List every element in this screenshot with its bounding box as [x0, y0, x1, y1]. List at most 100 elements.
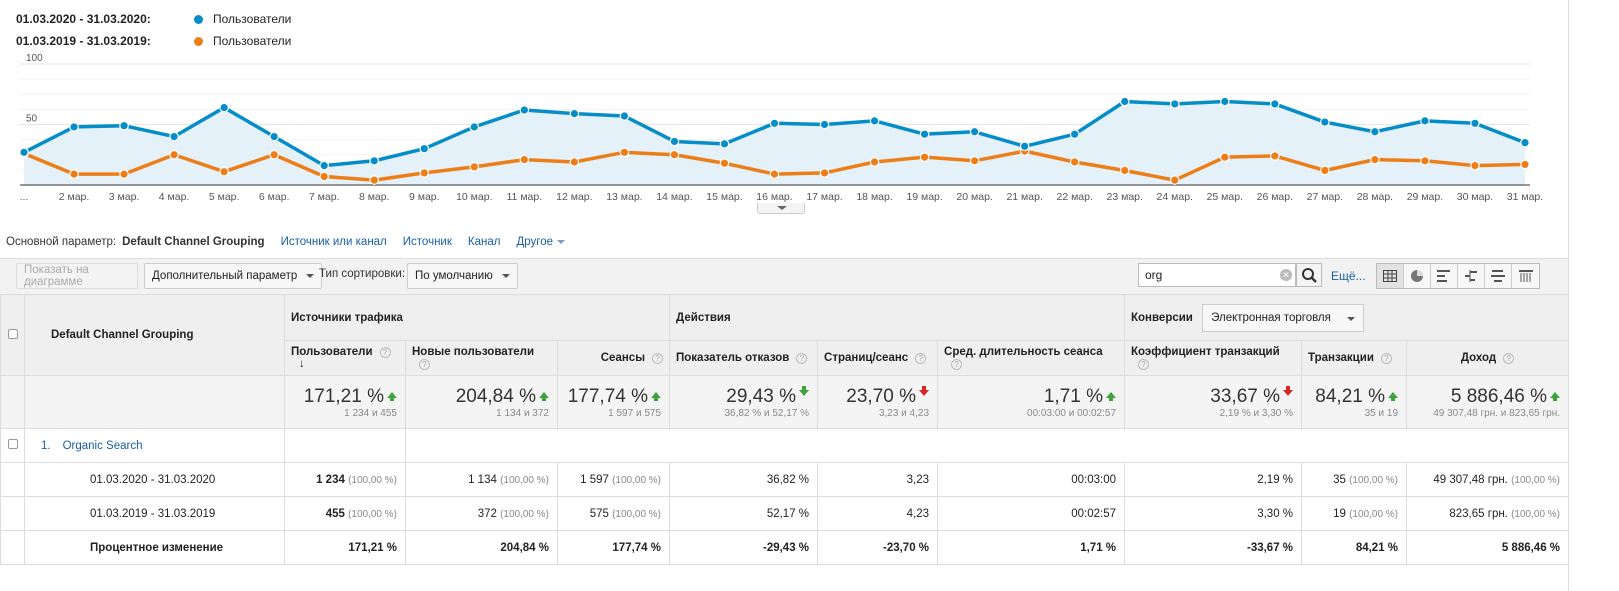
- period-label: 01.03.2020 - 31.03.2020: [24, 462, 285, 497]
- row-link-organic-search[interactable]: Organic Search: [62, 439, 143, 452]
- help-icon[interactable]: ?: [379, 347, 391, 358]
- term-cloud-view-button[interactable]: [1485, 264, 1512, 288]
- dimension-other-dropdown[interactable]: Другое: [516, 236, 565, 248]
- x-tick-label: 5 мар.: [209, 191, 240, 203]
- arrow-up-icon: [387, 391, 397, 401]
- data-point: [1420, 156, 1430, 166]
- x-tick-label: 25 мар.: [1207, 191, 1243, 203]
- data-point: [769, 118, 780, 129]
- performance-view-button[interactable]: [1431, 264, 1458, 288]
- dimension-default-channel-grouping[interactable]: Default Channel Grouping: [122, 236, 265, 248]
- cell-revenue: 49 307,48 грн. (100,00 %): [1406, 462, 1570, 497]
- col-users[interactable]: Пользователи ? ↓: [284, 340, 406, 376]
- secondary-dimension-dropdown[interactable]: Дополнительный параметр: [144, 263, 323, 289]
- help-icon[interactable]: ?: [915, 353, 927, 364]
- dimension-header[interactable]: Default Channel Grouping: [24, 294, 285, 376]
- data-table: Default Channel Grouping Источники трафи…: [0, 294, 1570, 565]
- total-sub: 00:03:00 и 00:02:57: [1027, 407, 1117, 419]
- select-all-checkbox[interactable]: [7, 328, 18, 339]
- cell-value: 1 597: [580, 473, 609, 486]
- data-point: [69, 122, 79, 132]
- conversion-type-dropdown[interactable]: Электронная торговля: [1202, 303, 1364, 332]
- data-point: [619, 147, 630, 158]
- row-label-cell: 1. Organic Search: [24, 428, 285, 463]
- chart-collapse-handle[interactable]: [757, 203, 805, 214]
- help-icon[interactable]: ?: [1503, 353, 1515, 364]
- legend-metric: Пользователи: [213, 12, 292, 26]
- comparison-view-button[interactable]: [1458, 264, 1485, 288]
- x-tick-label: 11 мар.: [507, 191, 543, 203]
- cell-value: 19: [1333, 507, 1346, 520]
- cell-new-users: 204,84 %: [405, 530, 558, 565]
- line-chart[interactable]: 100 50... 2 мар. 3 мар. 4 мар. 5 мар. 6 мар. 7 …: [0, 50, 1568, 210]
- row-checkbox[interactable]: [7, 439, 18, 449]
- x-tick-label: 31 мар.: [1507, 191, 1543, 203]
- table-row-period-2020: 01.03.2020 - 31.03.2020 1 234 (100,00 %)…: [0, 462, 1570, 497]
- col-conversion-rate[interactable]: Коэффициент транзакций?: [1124, 340, 1303, 376]
- x-tick-label: 26 мар.: [1257, 191, 1293, 203]
- cell-duration: 1,71 %: [937, 530, 1126, 565]
- pivot-icon: [1518, 270, 1533, 282]
- help-icon[interactable]: ?: [652, 353, 664, 364]
- help-icon[interactable]: ?: [419, 359, 430, 370]
- col-sessions[interactable]: Сеансы?: [556, 340, 671, 376]
- cell-sessions: 177,74 %: [556, 530, 671, 565]
- data-point: [219, 102, 229, 113]
- help-icon[interactable]: ?: [1380, 353, 1392, 364]
- dimension-source[interactable]: Источник: [402, 236, 452, 248]
- pie-view-button[interactable]: [1404, 264, 1431, 288]
- cell-pages: 3,23: [817, 462, 939, 497]
- cell-percent: (100,00 %): [612, 508, 662, 520]
- col-revenue[interactable]: Доход?: [1406, 340, 1570, 376]
- x-tick-label: 21 мар.: [1006, 191, 1042, 203]
- x-tick-label: 14 мар.: [656, 191, 692, 203]
- help-icon[interactable]: ?: [796, 353, 808, 364]
- row-empty-space: [405, 428, 1569, 463]
- cell-value: 455: [325, 507, 345, 520]
- data-point: [1420, 116, 1430, 126]
- cell-conversion-rate: 3,30 %: [1124, 496, 1303, 531]
- col-transactions[interactable]: Транзакции?: [1301, 340, 1408, 376]
- col-bounce-rate[interactable]: Показатель отказов?: [669, 340, 819, 376]
- pivot-view-button[interactable]: [1512, 264, 1539, 288]
- cell-value: 575: [589, 507, 609, 520]
- legend-date: 01.03.2019 - 31.03.2019:: [16, 34, 151, 48]
- dimension-source-medium[interactable]: Источник или канал: [280, 236, 387, 248]
- blank-cell: [0, 496, 25, 531]
- table-filter-input[interactable]: org: [1138, 263, 1296, 287]
- sort-type-dropdown[interactable]: По умолчанию: [407, 263, 518, 289]
- dimension-medium[interactable]: Канал: [467, 236, 501, 248]
- col-new-users[interactable]: Новые пользователи?: [405, 340, 558, 376]
- x-tick-label: 13 мар.: [606, 191, 642, 203]
- data-point: [969, 156, 980, 166]
- cell-percent: (100,00 %): [1511, 474, 1561, 486]
- data-point: [319, 160, 329, 171]
- x-tick-label: 2 мар.: [59, 191, 90, 203]
- table-view-button[interactable]: [1377, 264, 1404, 288]
- data-point: [819, 119, 830, 130]
- total-bounce-rate: 29,43 % 36,82 % и 52,17 %: [669, 375, 819, 429]
- advanced-filter-link[interactable]: Ещё...: [1331, 269, 1366, 283]
- x-tick-label: 28 мар.: [1357, 191, 1393, 203]
- x-tick-label: 16 мар.: [756, 191, 792, 203]
- x-tick-label: 10 мар.: [456, 191, 492, 203]
- data-point: [319, 171, 329, 182]
- arrow-down-icon: [799, 385, 810, 396]
- col-label: Показатель отказов: [676, 352, 790, 364]
- data-point: [1320, 117, 1330, 127]
- col-pages-per-session[interactable]: Страниц/сеанс?: [817, 340, 939, 376]
- total-sub: 35 и 19: [1364, 407, 1399, 419]
- search-button[interactable]: [1296, 263, 1322, 287]
- data-point: [969, 126, 980, 137]
- clear-search-icon[interactable]: ✕: [1280, 269, 1292, 281]
- help-icon[interactable]: ?: [1138, 359, 1150, 370]
- plot-rows-button[interactable]: Показать на диаграмме: [16, 263, 138, 289]
- data-point: [219, 166, 229, 177]
- col-avg-session-duration[interactable]: Сред. длительность сеанса?: [937, 340, 1126, 376]
- total-sub: 3,23 и 4,23: [878, 407, 930, 419]
- help-icon[interactable]: ?: [951, 359, 963, 370]
- total-main: 171,21 %: [303, 385, 384, 407]
- cell-new-users: 1 134 (100,00 %): [405, 462, 558, 497]
- data-point: [1119, 165, 1130, 176]
- table-row-organic-search: 1. Organic Search: [0, 428, 1569, 463]
